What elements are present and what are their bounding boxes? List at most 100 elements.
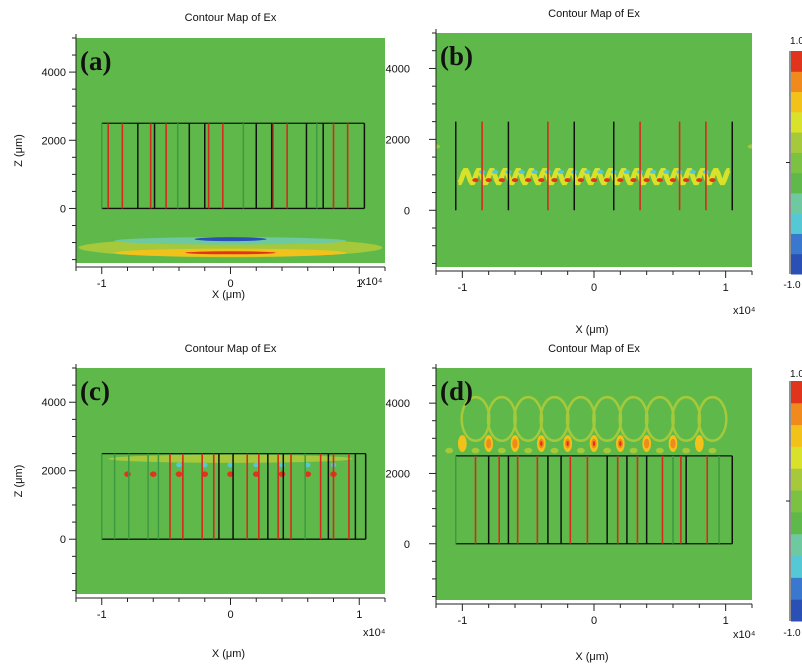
field-spot [629, 447, 638, 454]
field-spot [492, 170, 499, 174]
field-spot [550, 447, 559, 454]
colorbar: 1.0 -1.0 [783, 369, 802, 639]
colorbar-segment [791, 253, 802, 275]
field-spot [670, 438, 676, 449]
y-tick-label: 0 [60, 534, 66, 546]
colorbar-segment [791, 468, 802, 491]
field-spot [603, 447, 612, 454]
field-spot [445, 447, 454, 454]
field-lobe [618, 395, 649, 443]
field-spot [201, 471, 209, 477]
x-tick-label: 1 [356, 609, 362, 621]
chart-panel-d: -1 0 1 0 2000 4000 x10⁴ Contour Map of Ex X (μm)… [386, 343, 756, 663]
field-band [194, 237, 267, 242]
plot-area [76, 368, 385, 594]
field-layer [436, 144, 752, 186]
y-tick-label: 0 [404, 205, 410, 217]
colorbar-segment [791, 213, 802, 234]
y-tick-label: 2000 [386, 134, 410, 146]
chart-title: Contour Map of Ex [185, 12, 277, 24]
panel-label: (d) [440, 376, 473, 406]
field-spot [201, 462, 208, 468]
field-spot [590, 178, 598, 183]
field-lobe [592, 395, 623, 443]
field-spot [709, 178, 716, 183]
colorbar-segment [791, 172, 802, 194]
y-tick-label: 0 [60, 203, 66, 215]
x-tick-label: 1 [723, 615, 729, 627]
field-spot [278, 471, 286, 477]
field-spot [663, 170, 670, 174]
chart-title: Contour Map of Ex [185, 343, 277, 355]
field-spot [176, 462, 182, 468]
field-spot [497, 447, 506, 454]
y-tick-label: 2000 [42, 135, 66, 147]
field-spot [227, 462, 234, 468]
colorbar-segment [791, 233, 802, 255]
field-band [185, 251, 276, 255]
field-layer [78, 237, 383, 258]
colorbar-segment [791, 192, 802, 214]
field-spot [617, 178, 624, 183]
colorbar-segment [791, 599, 802, 622]
x-tick-label: -1 [97, 609, 107, 621]
x-exponent-label: x10⁴ [363, 627, 386, 639]
y-tick-label: 2000 [386, 468, 410, 480]
field-spot [577, 178, 584, 183]
y-axis-label: Z (μm) [13, 465, 25, 498]
x-axis-label: X (μm) [575, 324, 608, 336]
field-spot [597, 170, 604, 174]
chart-title: Contour Map of Ex [548, 8, 640, 20]
panel-label: (c) [80, 376, 110, 406]
x-axis-label: X (μm) [575, 651, 608, 663]
y-axis-label: Z (μm) [13, 134, 25, 167]
field-lobe [539, 395, 570, 443]
y-tick-label: 4000 [386, 63, 410, 75]
colorbar-min-label: -1.0 [783, 280, 801, 291]
x-tick-label: 1 [723, 282, 729, 294]
colorbar-segment [791, 91, 802, 113]
field-layer [445, 395, 728, 454]
field-spot [538, 178, 545, 183]
chart-panel-b: -1 0 1 0 2000 4000 x10⁴ Contour Map of Ex X (μm)… [386, 8, 756, 336]
panel-label: (a) [80, 46, 111, 76]
field-spot [304, 471, 312, 477]
x-axis-label: X (μm) [212, 289, 245, 301]
plot-area [436, 33, 752, 267]
field-spot [252, 471, 260, 477]
field-spot [656, 178, 663, 183]
colorbar-segment [791, 511, 802, 535]
field-spot [512, 438, 518, 449]
field-lobe [565, 395, 596, 443]
field-spot [655, 447, 664, 454]
x-tick-label: -1 [457, 282, 467, 294]
field-spot [518, 170, 525, 174]
colorbar-segment [791, 51, 802, 72]
colorbar-max-label: 1.0 [790, 369, 802, 380]
field-lobe [486, 395, 517, 443]
colorbar-segment [791, 152, 802, 174]
colorbar-segment [791, 446, 802, 469]
field-spot [149, 471, 157, 477]
x-exponent-label: x10⁴ [733, 629, 756, 641]
field-spot [566, 441, 569, 447]
field-spot [747, 144, 752, 149]
colorbar-segment [791, 424, 802, 447]
field-spot [557, 170, 565, 174]
field-spot [471, 447, 480, 454]
field-spot [584, 170, 591, 174]
field-spot [457, 435, 467, 453]
field-spot [708, 447, 717, 454]
colorbar-max-label: 1.0 [790, 36, 802, 47]
field-spot [694, 435, 704, 453]
x-tick-label: 0 [591, 282, 597, 294]
field-spot [619, 441, 622, 447]
y-tick-label: 4000 [42, 67, 66, 79]
y-tick-label: 2000 [42, 466, 66, 478]
field-spot [592, 441, 596, 447]
x-tick-label: 0 [591, 615, 597, 627]
field-band [108, 454, 353, 463]
field-spot [643, 178, 650, 183]
